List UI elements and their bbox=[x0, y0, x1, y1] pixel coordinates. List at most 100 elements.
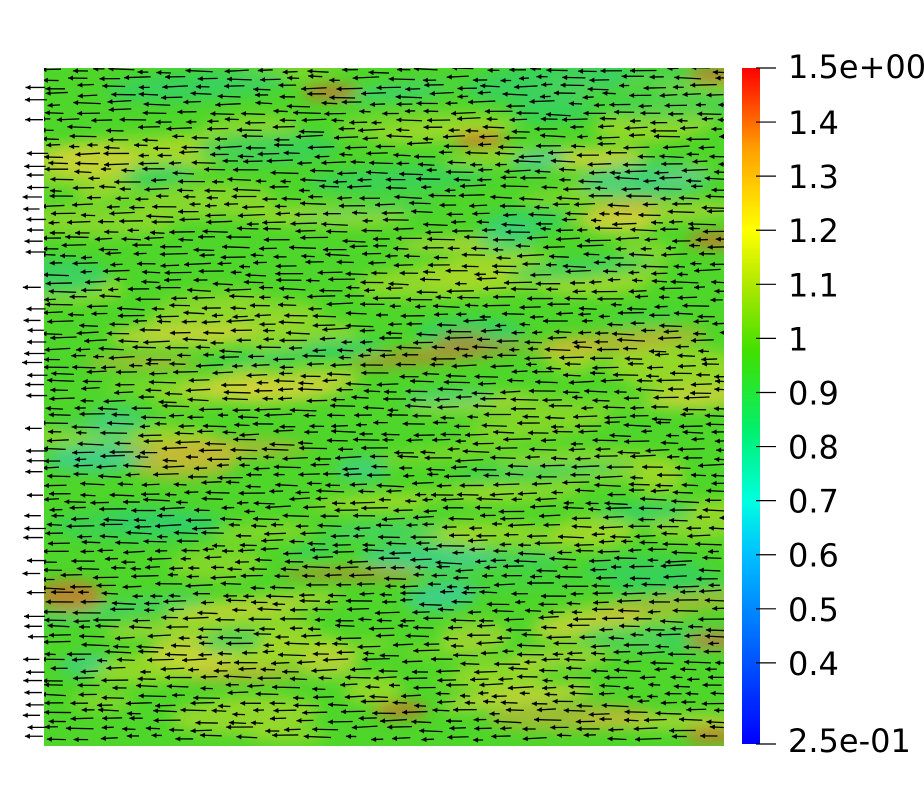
vector-arrow bbox=[464, 700, 476, 706]
vector-arrow bbox=[599, 683, 621, 689]
vector-arrow bbox=[200, 685, 213, 691]
vector-arrow bbox=[68, 75, 88, 81]
vector-arrow bbox=[590, 355, 614, 361]
vector-arrow bbox=[219, 354, 239, 360]
vector-arrow bbox=[272, 684, 300, 690]
vector-arrow bbox=[464, 302, 479, 308]
vector-arrow bbox=[660, 226, 679, 232]
vector-arrow bbox=[330, 533, 350, 539]
vector-arrow bbox=[589, 279, 602, 285]
vector-arrow bbox=[419, 276, 441, 283]
vector-arrow bbox=[262, 327, 275, 334]
vector-arrow bbox=[195, 344, 210, 350]
vector-arrow bbox=[389, 550, 411, 556]
vector-arrow bbox=[135, 196, 149, 202]
vector-arrow bbox=[221, 382, 247, 388]
vector-arrow bbox=[624, 438, 650, 445]
vector-arrow bbox=[446, 74, 469, 80]
vector-arrow bbox=[250, 252, 264, 258]
vector-arrow bbox=[333, 135, 359, 141]
vector-arrow bbox=[232, 607, 247, 613]
vector-arrow bbox=[686, 178, 702, 184]
vector-arrow bbox=[135, 454, 149, 460]
vector-arrow bbox=[236, 500, 249, 506]
vector-arrow bbox=[273, 108, 288, 114]
vector-arrow bbox=[272, 124, 295, 130]
vector-arrow bbox=[717, 117, 724, 123]
vector-arrow bbox=[297, 386, 323, 392]
vector-arrow bbox=[524, 339, 543, 345]
vector-arrow bbox=[677, 353, 695, 359]
vector-arrow bbox=[238, 490, 266, 496]
vector-arrow bbox=[228, 720, 247, 726]
vector-arrow bbox=[150, 593, 163, 599]
vector-arrow bbox=[359, 301, 385, 307]
vector-arrow bbox=[306, 277, 320, 284]
vector-arrow bbox=[640, 246, 652, 252]
vector-arrow bbox=[495, 322, 507, 329]
vector-arrow bbox=[26, 150, 49, 156]
vector-arrow bbox=[540, 226, 551, 232]
vector-arrow bbox=[634, 736, 662, 742]
vector-arrow bbox=[286, 103, 311, 109]
vector-arrow bbox=[105, 250, 122, 257]
vector-arrow bbox=[161, 614, 179, 621]
vector-arrow bbox=[480, 328, 503, 334]
vector-arrow bbox=[595, 330, 609, 336]
vector-arrow bbox=[543, 244, 565, 250]
vector-arrow bbox=[534, 717, 562, 723]
vector-arrow bbox=[72, 675, 95, 681]
vector-arrow bbox=[205, 489, 230, 496]
vector-arrow bbox=[473, 737, 484, 743]
vector-arrow bbox=[517, 420, 540, 426]
vector-arrow bbox=[366, 347, 392, 353]
vector-arrow bbox=[608, 635, 624, 641]
vector-arrow bbox=[173, 369, 198, 375]
vector-arrow bbox=[342, 466, 359, 472]
vector-arrow bbox=[573, 616, 596, 622]
vector-arrow bbox=[396, 68, 411, 73]
vector-arrow bbox=[108, 107, 132, 113]
vector-arrow bbox=[177, 209, 199, 215]
vector-arrow bbox=[350, 159, 366, 165]
field-hotspot bbox=[684, 727, 724, 743]
vector-arrow bbox=[421, 736, 435, 743]
vector-arrow bbox=[334, 507, 359, 513]
vector-arrow bbox=[412, 609, 430, 615]
vector-arrow bbox=[79, 323, 99, 329]
vector-arrow bbox=[607, 492, 626, 498]
vector-arrow bbox=[431, 356, 456, 362]
vector-arrow bbox=[155, 119, 172, 125]
vector-arrow bbox=[299, 200, 327, 207]
vector-arrow bbox=[302, 353, 326, 359]
vector-arrow bbox=[75, 347, 91, 353]
vector-arrow bbox=[400, 590, 426, 596]
vector-arrow bbox=[25, 469, 43, 475]
vector-arrow bbox=[107, 99, 132, 105]
vector-arrow bbox=[48, 491, 71, 497]
vector-arrow bbox=[44, 110, 64, 116]
vector-arrow bbox=[80, 492, 96, 498]
vector-arrow bbox=[622, 162, 647, 168]
vector-arrow bbox=[413, 685, 436, 691]
vector-arrow bbox=[575, 456, 591, 462]
vector-arrow bbox=[701, 361, 720, 367]
vector-arrow bbox=[443, 473, 471, 480]
vector-arrow bbox=[164, 391, 183, 397]
vector-arrow bbox=[504, 471, 524, 477]
vector-arrow bbox=[661, 531, 678, 537]
vector-arrow bbox=[575, 719, 595, 725]
vector-arrow bbox=[490, 363, 514, 370]
vector-arrow bbox=[396, 101, 413, 107]
vector-arrow bbox=[480, 650, 498, 656]
vector-arrow bbox=[238, 666, 257, 672]
vector-arrow bbox=[44, 639, 71, 645]
vector-arrow bbox=[559, 355, 584, 361]
vector-arrow bbox=[502, 91, 528, 97]
vector-arrow bbox=[44, 127, 54, 133]
vector-arrow bbox=[669, 219, 683, 225]
vector-arrow bbox=[121, 559, 136, 565]
vector-arrow bbox=[129, 715, 143, 721]
vector-arrow bbox=[603, 514, 624, 520]
vector-arrow bbox=[705, 627, 724, 633]
